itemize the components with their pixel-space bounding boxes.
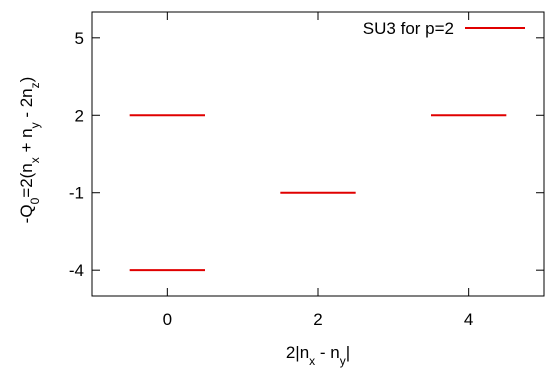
y-tick-label: 5 (75, 29, 84, 48)
x-tick-label: 2 (313, 310, 322, 329)
ticks: -4 -1 2 5 0 2 4 (69, 12, 544, 329)
x-axis-label: 2|nx - ny| (286, 343, 350, 368)
y-axis-label: -Q0=2(nx + ny - 2nz) (17, 77, 42, 224)
x-tick-label: 0 (163, 310, 172, 329)
plot-frame (91, 11, 545, 297)
legend-label: SU3 for p=2 (363, 19, 454, 38)
x-tick-label: 4 (464, 310, 473, 329)
y-tick-label: 2 (75, 106, 84, 125)
legend: SU3 for p=2 (363, 19, 525, 38)
marks (129, 114, 507, 272)
y-tick-label: -1 (69, 184, 84, 203)
y-tick-label: -4 (69, 261, 84, 280)
